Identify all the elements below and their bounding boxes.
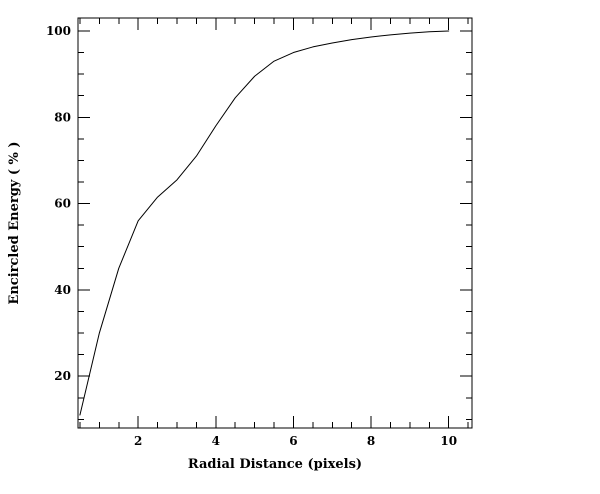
axis-ticks [78, 18, 472, 428]
x-tick-label: 2 [134, 434, 142, 448]
y-tick-label: 80 [54, 110, 71, 124]
y-tick-label: 40 [54, 283, 71, 297]
y-tick-label: 20 [54, 369, 71, 383]
x-tick-label: 8 [367, 434, 375, 448]
y-axis-label: Encircled Energy ( % ) [7, 141, 22, 304]
y-tick-label: 60 [54, 197, 71, 211]
x-axis-label: Radial Distance (pixels) [188, 457, 362, 472]
encircled-energy-curve [79, 30, 450, 416]
x-tick-label: 6 [289, 434, 297, 448]
data-series [79, 30, 450, 416]
x-tick-label: 10 [440, 434, 457, 448]
x-tick-label: 4 [212, 434, 220, 448]
plot-frame [77, 17, 473, 429]
axis-tick-labels: 2 4 6 8 10 20 40 60 80 100 [46, 24, 457, 448]
y-tick-label: 100 [46, 24, 71, 38]
